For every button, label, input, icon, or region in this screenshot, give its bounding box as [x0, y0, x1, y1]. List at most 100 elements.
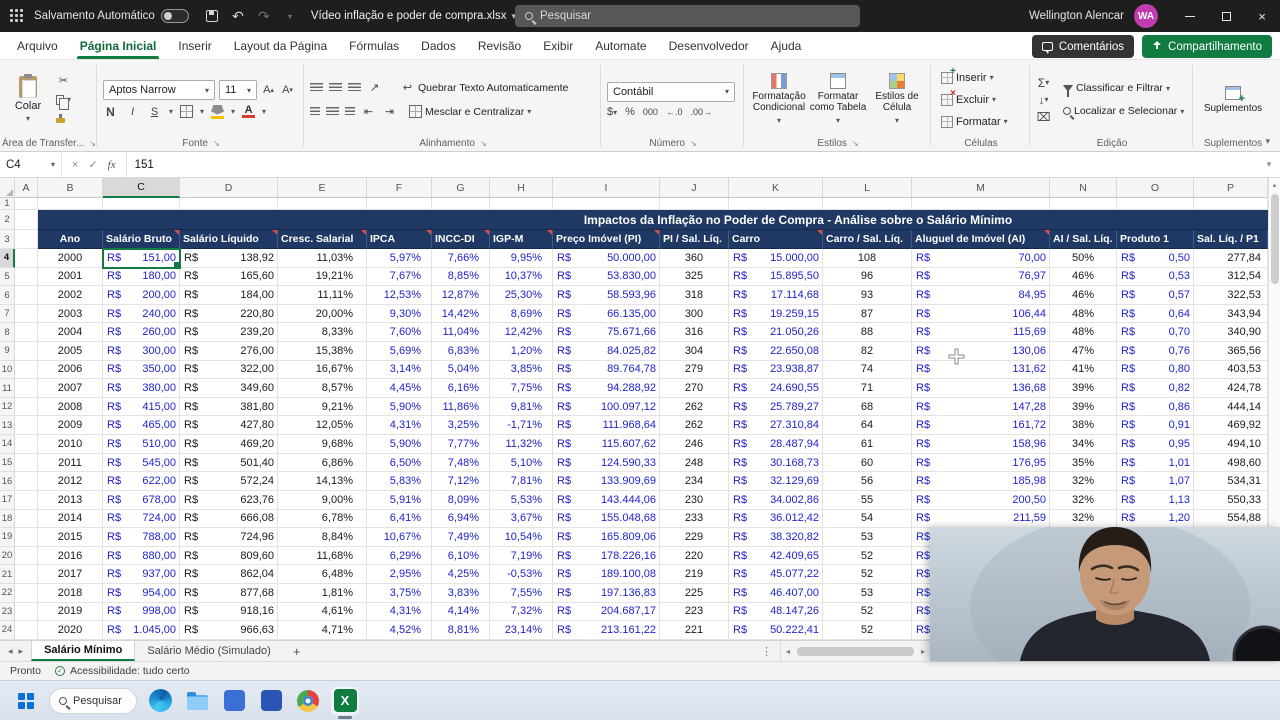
autosum-icon[interactable]: Σ ▾ — [1037, 75, 1050, 90]
cell-F21[interactable]: 2,95% — [367, 565, 432, 584]
cell-I14[interactable]: R$ 115.607,62 — [553, 435, 660, 454]
select-all-corner[interactable] — [0, 178, 15, 198]
cell-L17[interactable]: 55 — [823, 490, 912, 510]
cell-O8[interactable]: R$ 0,70 — [1117, 323, 1194, 343]
cell-E18[interactable]: 6,78% — [278, 509, 367, 529]
cell-A6[interactable] — [15, 286, 38, 305]
sheet-options-icon[interactable]: ⋮ — [761, 645, 772, 658]
dialog-launcher-icon[interactable]: ↘ — [851, 138, 859, 148]
cell-C9[interactable]: R$ 300,00 — [103, 342, 180, 361]
cell-G18[interactable]: 6,94% — [432, 509, 490, 529]
find-select-button[interactable]: Localizar e Selecionar ▾ — [1059, 101, 1188, 121]
workbook-title[interactable]: Vídeo inflação e poder de compra.xlsx ▾ — [311, 10, 516, 22]
cell-M17[interactable]: R$ 200,50 — [912, 490, 1050, 510]
cell-G1[interactable] — [432, 198, 490, 210]
tab-pagina-inicial[interactable]: Página Inicial — [69, 32, 168, 59]
cell-P4[interactable]: 277,84 — [1194, 249, 1268, 268]
cell-L18[interactable]: 54 — [823, 509, 912, 529]
cell-C1[interactable] — [103, 198, 180, 210]
cell-A7[interactable] — [15, 304, 38, 324]
column-header-L[interactable]: L — [823, 178, 912, 198]
cell-J1[interactable] — [660, 198, 729, 210]
cell-J16[interactable]: 234 — [660, 472, 729, 491]
cell-I7[interactable]: R$ 66.135,00 — [553, 304, 660, 324]
cell-M8[interactable]: R$ 115,69 — [912, 323, 1050, 343]
cell-O10[interactable]: R$ 0,80 — [1117, 360, 1194, 380]
row-header-12[interactable]: 12 — [0, 397, 15, 417]
scroll-up-icon[interactable]: ▴ — [1272, 182, 1277, 189]
collapse-ribbon-icon[interactable]: ▾ — [1265, 136, 1270, 146]
cell-M18[interactable]: R$ 211,59 — [912, 509, 1050, 529]
bold-button[interactable]: N — [106, 104, 115, 119]
row-header-15[interactable]: 15 — [0, 453, 15, 473]
cell-B7[interactable]: 2003 — [38, 304, 103, 324]
cell-F16[interactable]: 5,83% — [367, 472, 432, 491]
scroll-left-icon[interactable]: ◂ — [785, 646, 790, 656]
cell-K19[interactable]: R$ 38.320,82 — [729, 528, 823, 547]
cell-J23[interactable]: 223 — [660, 602, 729, 622]
cell-K18[interactable]: R$ 36.012,42 — [729, 509, 823, 529]
row-header-10[interactable]: 10 — [0, 360, 15, 380]
cell-G5[interactable]: 8,85% — [432, 267, 490, 287]
cell-I8[interactable]: R$ 75.671,66 — [553, 323, 660, 343]
cell-J17[interactable]: 230 — [660, 490, 729, 510]
cell-E4[interactable]: 11,03% — [278, 249, 367, 268]
row-header-16[interactable]: 16 — [0, 472, 15, 491]
tab-layout-da-pagina[interactable]: Layout da Página — [233, 38, 328, 53]
cell-M16[interactable]: R$ 185,98 — [912, 472, 1050, 491]
row-header-24[interactable]: 24 — [0, 621, 15, 640]
cell-B6[interactable]: 2002 — [38, 286, 103, 305]
column-header-F[interactable]: F — [367, 178, 432, 198]
cell-C4[interactable]: R$ 151,00 — [102, 248, 181, 269]
cell-H14[interactable]: 11,32% — [490, 435, 553, 454]
cell-A8[interactable] — [15, 323, 38, 343]
cell-G22[interactable]: 3,83% — [432, 583, 490, 603]
cell-D5[interactable]: R$ 165,60 — [180, 267, 278, 287]
cell-O18[interactable]: R$ 1,20 — [1117, 509, 1194, 529]
cell-E9[interactable]: 15,38% — [278, 342, 367, 361]
row-header-3[interactable]: 3 — [0, 230, 15, 249]
cell-H23[interactable]: 7,32% — [490, 602, 553, 622]
cell-P7[interactable]: 343,94 — [1194, 304, 1268, 324]
align-left-icon[interactable] — [310, 106, 320, 117]
row-header-5[interactable]: 5 — [0, 267, 15, 287]
column-header-G[interactable]: G — [432, 178, 490, 198]
cell-A1[interactable] — [15, 198, 38, 210]
cell-K12[interactable]: R$ 25.789,27 — [729, 397, 823, 417]
cell-M11[interactable]: R$ 136,68 — [912, 379, 1050, 398]
cell-N12[interactable]: 39% — [1050, 397, 1117, 417]
cell-D23[interactable]: R$ 918,16 — [180, 602, 278, 622]
cell-B8[interactable]: 2004 — [38, 323, 103, 343]
cell-O7[interactable]: R$ 0,64 — [1117, 304, 1194, 324]
cell-A4[interactable] — [15, 249, 38, 268]
cut-button[interactable]: ✂ — [56, 73, 86, 89]
tab-desenvolvedor[interactable]: Desenvolvedor — [668, 38, 749, 53]
cell-M10[interactable]: R$ 131,62 — [912, 360, 1050, 380]
cell-K23[interactable]: R$ 48.147,26 — [729, 602, 823, 622]
redo-button[interactable]: ↷ — [257, 7, 270, 24]
cell-B22[interactable]: 2018 — [38, 583, 103, 603]
row-header-8[interactable]: 8 — [0, 323, 15, 343]
accounting-format-icon[interactable]: $▾ — [607, 105, 618, 118]
cell-H7[interactable]: 8,69% — [490, 304, 553, 324]
cell-N17[interactable]: 32% — [1050, 490, 1117, 510]
cell-E17[interactable]: 9,00% — [278, 490, 367, 510]
row-header-13[interactable]: 13 — [0, 416, 15, 436]
accessibility-status[interactable]: ✓ Acessibilidade: tudo certo — [54, 665, 190, 677]
sheet-tab-salario-medio[interactable]: Salário Médio (Simulado) — [147, 645, 271, 657]
cell-M7[interactable]: R$ 106,44 — [912, 304, 1050, 324]
scroll-right-icon[interactable]: ▸ — [920, 646, 925, 656]
cell-B23[interactable]: 2019 — [38, 602, 103, 622]
conditional-formatting-button[interactable]: Formatação Condicional ▾ — [750, 73, 808, 126]
cell-E19[interactable]: 8,84% — [278, 528, 367, 547]
header-salario-bruto[interactable]: Salário Bruto — [103, 230, 180, 249]
cell-P11[interactable]: 424,78 — [1194, 379, 1268, 398]
row-header-4[interactable]: 4 — [0, 249, 15, 268]
font-size-select[interactable]: 11 ▾ — [219, 80, 257, 100]
cell-K24[interactable]: R$ 50.222,41 — [729, 621, 823, 640]
decrease-decimal-icon[interactable]: .00→ — [690, 106, 712, 117]
cell-M9[interactable]: R$ 130,06 — [912, 342, 1050, 361]
sheet-nav-left-icon[interactable]: ◂ — [8, 645, 13, 656]
cell-G7[interactable]: 14,42% — [432, 304, 490, 324]
cell-D15[interactable]: R$ 501,40 — [180, 453, 278, 473]
